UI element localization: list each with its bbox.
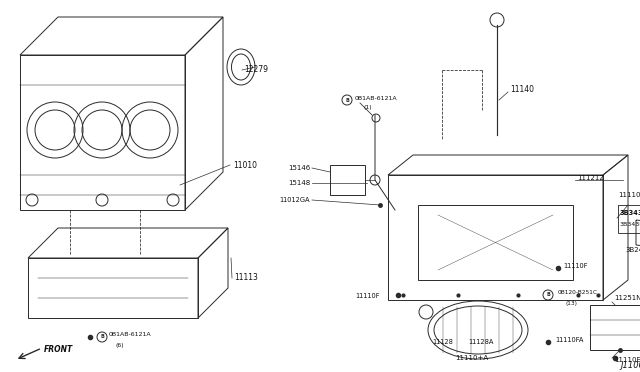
Text: 11113: 11113 [234,273,258,282]
Text: (13): (13) [565,301,577,305]
Text: 3B343EA: 3B343EA [620,221,640,227]
Text: 3B242: 3B242 [625,247,640,253]
Text: B: B [100,334,104,340]
Text: 11110FA: 11110FA [555,337,584,343]
Text: (6): (6) [115,343,124,347]
Text: 11010: 11010 [233,160,257,170]
Text: 11110F: 11110F [563,263,588,269]
Text: B: B [546,292,550,298]
Text: J11001FR: J11001FR [620,360,640,369]
Text: B: B [345,97,349,103]
Text: 11110: 11110 [618,192,640,198]
Text: 0B120-B251C: 0B120-B251C [558,291,598,295]
Text: 11140: 11140 [510,86,534,94]
Text: 11012GA: 11012GA [280,197,310,203]
Bar [618,205,640,233]
Text: 11121Z: 11121Z [577,175,604,181]
Text: (1): (1) [363,106,372,110]
Text: 3B343E: 3B343E [620,210,640,216]
Text: 0B1AB-6121A: 0B1AB-6121A [355,96,397,100]
Text: 12279: 12279 [244,65,268,74]
Text: FRONT: FRONT [44,344,73,353]
Text: 11128A: 11128A [468,339,493,345]
Text: 15148: 15148 [288,180,310,186]
Text: 11251N: 11251N [614,295,640,301]
Text: 11110F: 11110F [355,293,380,299]
Text: 0B1AB-6121A: 0B1AB-6121A [109,333,152,337]
Text: 11110E: 11110E [614,357,640,363]
Text: 11110+A: 11110+A [455,355,488,361]
Text: 11128: 11128 [432,339,453,345]
Text: 15146: 15146 [288,165,310,171]
